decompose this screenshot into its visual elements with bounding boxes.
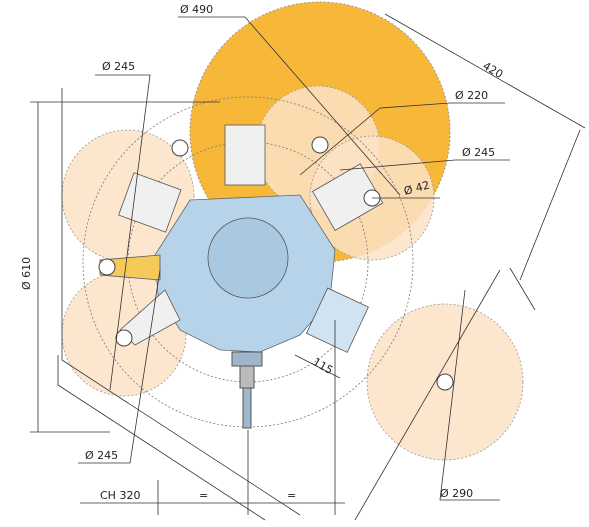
technical-drawing: Ø 490 Ø 245 Ø 220 Ø 245 Ø 42 420 Ø 610 1…: [0, 0, 589, 527]
holder-top: [225, 125, 265, 185]
spindle-head: [232, 352, 262, 366]
dimension-label: 420: [481, 59, 506, 81]
dimension-label: Ø 245: [102, 60, 135, 73]
dimension-label: Ø 220: [455, 89, 488, 102]
joint: [116, 330, 132, 346]
joint: [99, 259, 115, 275]
dimension-label: Ø 610: [20, 257, 33, 290]
dimension-label: Ø 245: [85, 449, 118, 462]
joint: [312, 137, 328, 153]
spindle-shaft: [243, 388, 251, 428]
dimension-label: CH 320: [100, 489, 140, 502]
spindle-neck: [240, 366, 254, 388]
joint: [437, 374, 453, 390]
dimension-label: Ø 290: [440, 487, 473, 500]
dimension-label: =: [199, 489, 208, 502]
dimension-label: =: [287, 489, 296, 502]
dimension-label: Ø 490: [180, 3, 213, 16]
joint: [172, 140, 188, 156]
turret-center: [208, 218, 288, 298]
dimension-label: Ø 245: [462, 146, 495, 159]
